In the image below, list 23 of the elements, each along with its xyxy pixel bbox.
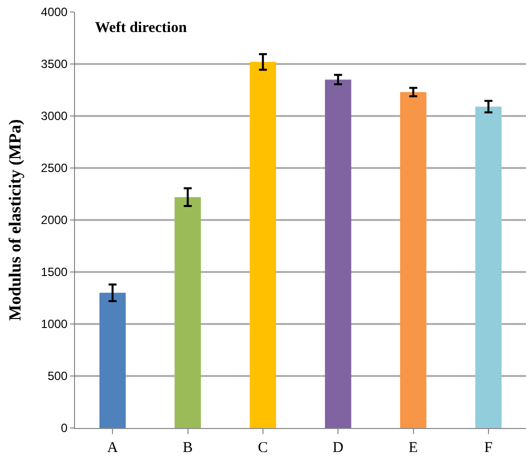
x-tick-label: C xyxy=(258,440,268,456)
x-tick-label: D xyxy=(332,440,344,456)
y-tick-label: 2000 xyxy=(40,213,68,228)
y-tick-label: 0 xyxy=(60,421,68,436)
x-tick-label: E xyxy=(408,440,418,456)
x-tick-label: B xyxy=(182,440,193,456)
bar xyxy=(174,197,201,428)
x-tick-label: A xyxy=(107,440,118,456)
annotation: Weft direction xyxy=(95,20,188,36)
bar xyxy=(99,292,126,428)
y-tick-label: 3000 xyxy=(40,109,68,124)
bar xyxy=(400,92,426,428)
y-tick-label: 3500 xyxy=(40,57,68,72)
y-tick-label: 1500 xyxy=(40,265,68,280)
y-tick-label: 500 xyxy=(48,369,68,384)
y-axis-title: Modulus of elasticity (MPa) xyxy=(5,119,24,321)
bar xyxy=(324,80,352,428)
x-tick-label: F xyxy=(484,440,493,456)
bar xyxy=(250,62,276,428)
y-tick-label: 2500 xyxy=(40,161,68,176)
y-tick-label: 4000 xyxy=(40,5,68,20)
bar xyxy=(475,106,502,428)
y-tick-label: 1000 xyxy=(40,317,68,332)
